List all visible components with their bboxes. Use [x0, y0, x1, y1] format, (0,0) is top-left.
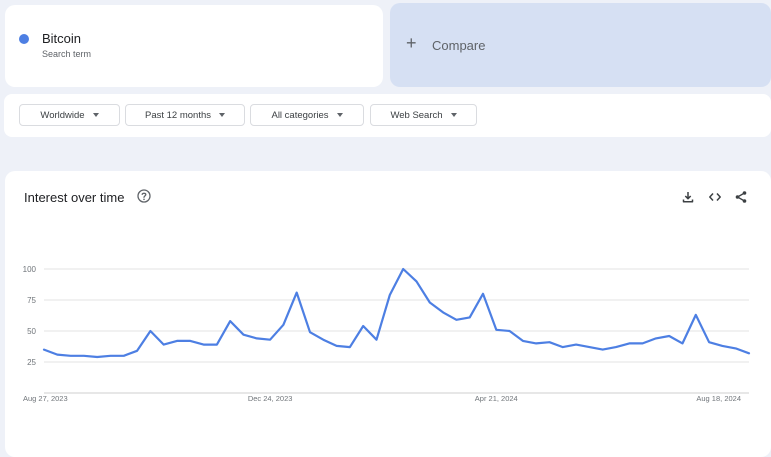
caret-down-icon — [336, 113, 343, 117]
y-tick-label: 50 — [27, 327, 36, 336]
interest-over-time-panel: Interest over time 25 50 75 100 Aug 27, 2023… — [5, 171, 771, 457]
filter-bar: Worldwide Past 12 months All categories … — [4, 94, 771, 137]
help-icon[interactable] — [137, 189, 151, 203]
time-range-filter-label: Past 12 months — [144, 109, 211, 121]
line-chart: 25 50 75 100 Aug 27, 2023 Dec 24, 2023 Apr 21,… — [23, 265, 751, 403]
plus-icon: + — [406, 33, 417, 53]
search-type-filter[interactable]: Web Search — [370, 104, 477, 126]
caret-down-icon — [219, 113, 225, 117]
search-type-filter-label: Web Search — [390, 109, 443, 121]
compare-button[interactable]: + Compare — [390, 3, 771, 87]
search-term-subtitle: Search term — [42, 49, 92, 59]
x-tick-label: Aug 27, 2023 — [23, 394, 68, 403]
download-icon[interactable] — [681, 190, 695, 204]
series-line-bitcoin — [42, 267, 751, 359]
search-term-card[interactable]: Bitcoin Search term — [5, 5, 383, 87]
series-color-dot — [19, 34, 29, 44]
y-tick-label: 100 — [23, 265, 37, 274]
embed-code-icon[interactable] — [708, 190, 722, 204]
caret-down-icon — [92, 113, 99, 117]
share-icon[interactable] — [734, 190, 748, 204]
y-tick-label: 25 — [27, 358, 36, 367]
caret-down-icon — [450, 113, 457, 117]
x-tick-label: Apr 21, 2024 — [475, 394, 518, 403]
search-term-name[interactable]: Bitcoin — [42, 31, 82, 46]
compare-label: Compare — [432, 38, 486, 53]
category-filter-label: All categories — [271, 109, 329, 121]
category-filter[interactable]: All categories — [250, 104, 364, 126]
region-filter[interactable]: Worldwide — [19, 104, 120, 126]
panel-title: Interest over time — [24, 190, 125, 205]
time-range-filter[interactable]: Past 12 months — [125, 104, 245, 126]
x-tick-label: Aug 18, 2024 — [696, 394, 741, 403]
region-filter-label: Worldwide — [40, 109, 85, 121]
y-tick-label: 75 — [27, 296, 36, 305]
x-tick-label: Dec 24, 2023 — [248, 394, 293, 403]
